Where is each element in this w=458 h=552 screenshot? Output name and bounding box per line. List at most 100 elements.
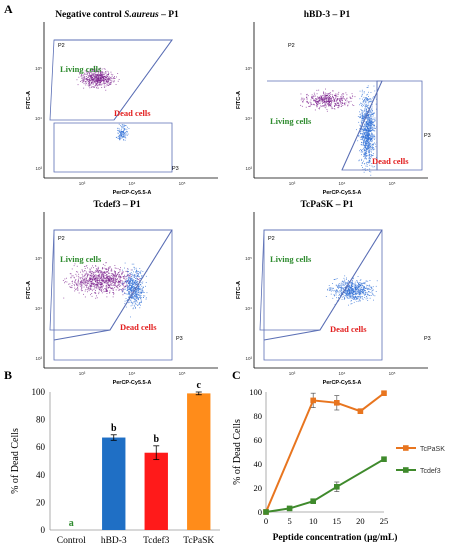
flow-x-axis-label: PerCP-Cy5.5-A — [113, 190, 152, 196]
flow-x-axis-label: PerCP-Cy5.5-A — [323, 380, 362, 386]
panel-letter-b: B — [4, 368, 13, 382]
error-bar — [195, 391, 202, 396]
gate-p3-label: P3 — [424, 336, 431, 342]
flow-y-tick: 10³ — [35, 356, 42, 361]
data-point — [286, 505, 293, 512]
flow-plot-title: TcPaSK – P1 — [300, 200, 354, 210]
data-point — [310, 498, 316, 504]
gate-p3 — [53, 122, 173, 173]
flow-plot-canvas: 10³ 10³ 10⁴ 10⁴ 10⁵ 10⁵ PerCP-Cy5.5-A FITC-A Liv… — [236, 22, 431, 196]
line-y-tick: 0 — [258, 507, 262, 517]
line-y-tick: 60 — [254, 435, 263, 445]
bar — [102, 437, 126, 530]
flow-y-axis-label: FITC-A — [236, 281, 242, 299]
flow-plot-canvas: 10³ 10³ 10⁴ 10⁴ 10⁵ 10⁵ PerCP-Cy5.5-A FITC-A Liv… — [236, 212, 431, 386]
line-x-tick: 5 — [287, 516, 291, 526]
flow-plot-canvas: 10³ 10³ 10⁴ 10⁴ 10⁵ 10⁵ PerCP-Cy5.5-A FITC-A Liv… — [26, 22, 218, 196]
flow-x-tick: 10³ — [79, 181, 86, 186]
gate-p3-label: P3 — [176, 336, 183, 342]
bar-y-tick: 60 — [36, 442, 46, 452]
gate-p3 — [53, 229, 173, 361]
data-point — [381, 390, 387, 396]
data-point — [381, 456, 387, 462]
dead-cell-population — [356, 85, 378, 176]
bar-category-label: Tcdef3 — [143, 535, 169, 546]
legend-label: Tcdef3 — [420, 468, 441, 475]
flow-x-axis-label: PerCP-Cy5.5-A — [323, 190, 362, 196]
dead-cell-population — [120, 262, 148, 318]
panel-letter-c: C — [232, 368, 241, 382]
living-cells-label: Living cells — [270, 254, 312, 264]
gate-p2-label: P2 — [288, 43, 295, 49]
flow-x-tick: 10⁵ — [389, 181, 396, 186]
flow-y-tick: 10⁵ — [35, 66, 42, 71]
living-cell-population — [300, 88, 356, 112]
gate-boundary — [53, 229, 173, 341]
dead-cells-label: Dead cells — [372, 156, 409, 166]
flow-y-tick: 10³ — [245, 166, 252, 171]
flow-x-tick: 10³ — [289, 181, 296, 186]
bar-category-label: Control — [57, 536, 86, 546]
significance-letter: a — [69, 518, 74, 529]
living-cells-label: Living cells — [270, 116, 312, 126]
flow-y-tick: 10⁵ — [245, 256, 252, 261]
line-x-tick: 15 — [333, 516, 342, 526]
gate-p2-label: P2 — [268, 236, 275, 242]
gate-boundary — [341, 80, 383, 171]
flow-y-tick: 10⁴ — [245, 306, 252, 311]
flow-x-tick: 10³ — [79, 371, 86, 376]
flow-plot-title: Negative control S.aureus – P1 — [55, 10, 179, 20]
flow-plot-canvas: 10³ 10³ 10⁴ 10⁴ 10⁵ 10⁵ PerCP-Cy5.5-A FITC-A Liv… — [26, 212, 218, 386]
gate-p3 — [376, 80, 423, 171]
flow-x-tick: 10³ — [289, 371, 296, 376]
bar-category-label: hBD-3 — [101, 536, 127, 546]
flow-plot-2: hBD-3 – P1 10³ 10³ 10⁴ 10⁴ 10⁵ 10⁵ PerCP-Cy5.5-… — [232, 10, 432, 196]
flow-y-axis-label: FITC-A — [26, 91, 32, 109]
living-cell-population — [76, 65, 120, 91]
panel-letter-a: A — [4, 2, 13, 16]
significance-letter: b — [111, 423, 117, 434]
line-x-tick: 10 — [309, 516, 318, 526]
bar-y-tick: 20 — [36, 497, 46, 507]
gate-p2 — [259, 229, 383, 331]
significance-letter: b — [153, 434, 159, 445]
flow-plot-1: Negative control S.aureus – P1 10³ 10³ 10⁴ 1… — [22, 10, 222, 196]
bar-y-tick: 80 — [36, 415, 46, 425]
flow-x-tick: 10⁴ — [339, 371, 346, 376]
bar-chart: % of Dead Cells 0 20 40 60 80 100 a Control b hBD-… — [10, 380, 220, 546]
bar-y-axis-label: % of Dead Cells — [10, 428, 21, 494]
line-y-tick: 100 — [249, 387, 262, 397]
line-y-tick: 40 — [254, 459, 263, 469]
flow-y-tick: 10⁴ — [35, 116, 42, 121]
flow-y-tick: 10⁵ — [35, 256, 42, 261]
bar-y-tick: 40 — [36, 470, 46, 480]
line-x-tick: 25 — [380, 516, 389, 526]
flow-x-tick: 10⁵ — [389, 371, 396, 376]
legend-item: TcPaSK — [396, 445, 445, 453]
bar-category-label: TcPaSK — [183, 536, 214, 546]
flow-y-tick: 10⁴ — [35, 306, 42, 311]
flow-y-axis-label: FITC-A — [236, 91, 242, 109]
flow-x-tick: 10⁵ — [179, 371, 186, 376]
error-bar — [153, 445, 160, 461]
data-point — [334, 484, 340, 490]
flow-y-axis-label: FITC-A — [26, 281, 32, 299]
gate-boundary — [54, 39, 173, 121]
flow-y-tick: 10⁵ — [245, 66, 252, 71]
gate-p2-label: P2 — [58, 43, 65, 49]
gate-p3-label: P3 — [172, 166, 179, 172]
flow-x-axis-label: PerCP-Cy5.5-A — [113, 380, 152, 386]
flow-plot-4: TcPaSK – P1 10³ 10³ 10⁴ 10⁴ 10⁵ 10⁵ PerCP-Cy5.5… — [232, 200, 432, 386]
gate-p3-label: P3 — [424, 133, 431, 139]
data-point — [357, 408, 364, 414]
dead-cell-population — [325, 275, 378, 306]
data-point — [334, 400, 340, 406]
gate-p2 — [49, 39, 173, 121]
dead-cells-label: Dead cells — [114, 108, 151, 118]
flow-x-tick: 10⁴ — [129, 371, 136, 376]
gate-p2-label: P2 — [58, 236, 65, 242]
dead-cells-label: Dead cells — [330, 324, 367, 334]
dead-cell-population — [115, 123, 130, 141]
flow-plot-title: Tcdef3 – P1 — [93, 200, 141, 210]
flow-x-tick: 10⁵ — [179, 181, 186, 186]
